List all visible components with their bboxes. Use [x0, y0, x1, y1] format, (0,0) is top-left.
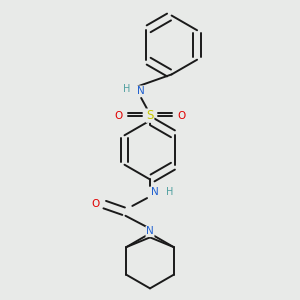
- Text: N: N: [137, 86, 145, 96]
- Text: N: N: [151, 187, 159, 197]
- Text: H: H: [123, 84, 130, 94]
- Text: H: H: [166, 187, 173, 197]
- Text: N: N: [146, 226, 154, 236]
- Text: O: O: [177, 111, 185, 121]
- Text: S: S: [146, 109, 154, 122]
- Text: O: O: [115, 111, 123, 121]
- Text: O: O: [91, 199, 99, 209]
